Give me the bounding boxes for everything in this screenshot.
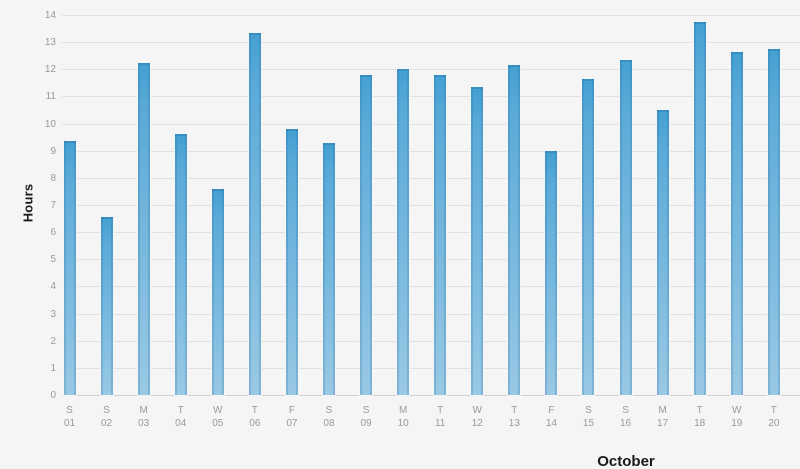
y-tick-label: 13	[44, 37, 56, 49]
gridline	[62, 42, 800, 44]
x-tick-weekday: F	[288, 405, 295, 416]
x-tick-day: 02	[101, 418, 113, 429]
gridline	[62, 340, 800, 342]
x-tick-weekday: W	[213, 405, 223, 416]
x-tick-day: 16	[619, 418, 632, 429]
gridline	[62, 123, 800, 125]
gridline	[62, 15, 800, 16]
x-tick-weekday: M	[398, 405, 408, 416]
x-tick-weekday: T	[437, 405, 444, 416]
x-tick-day: 19	[731, 418, 743, 429]
bar-oct-08	[322, 142, 335, 395]
bar-oct-16	[619, 59, 632, 395]
x-tick-weekday: M	[658, 405, 667, 416]
gridline	[62, 205, 800, 206]
x-tick-day: 09	[360, 418, 372, 429]
gridline	[62, 259, 800, 261]
y-tick-label: 2	[50, 335, 56, 347]
x-tick-weekday: T	[511, 405, 518, 416]
y-tick-label: 9	[50, 145, 56, 157]
x-tick-day: 13	[508, 418, 520, 429]
y-tick-label: 11	[45, 91, 56, 103]
bar-oct-17	[656, 110, 669, 395]
plot-area	[62, 15, 800, 396]
y-tick-label: 14	[44, 10, 56, 21]
x-tick-day: 01	[63, 418, 76, 429]
x-tick-day: 15	[582, 418, 595, 429]
y-tick-label: 10	[44, 118, 56, 130]
x-tick-day: 18	[694, 418, 706, 429]
bar-oct-06	[248, 32, 261, 395]
bar-oct-02	[100, 217, 113, 395]
y-tick-label: 6	[50, 227, 56, 239]
x-tick-weekday: S	[325, 405, 333, 416]
x-axis-title: October	[597, 453, 655, 469]
bar-oct-09	[360, 74, 373, 395]
x-axis-tick-labels: S 01 S 02 M 03 T 04 W 05 T 06 F 07 S 08 S 09 M 10 T 11 W 12 T 13 F…	[62, 395, 800, 440]
x-tick-weekday: S	[66, 405, 73, 416]
bar-oct-10	[397, 69, 410, 395]
x-tick-day: 05	[212, 418, 224, 429]
bar-oct-04	[174, 134, 187, 395]
x-tick-day: 08	[323, 418, 335, 429]
bar-oct-05	[211, 188, 224, 395]
x-tick-weekday: S	[362, 405, 370, 416]
x-tick-day: 14	[545, 418, 557, 429]
x-tick-weekday: T	[696, 405, 703, 416]
y-tick-label: 8	[50, 172, 56, 184]
x-tick-weekday: S	[622, 405, 629, 416]
x-tick-weekday: W	[472, 405, 482, 416]
y-axis-tick-labels: 0 1 2 3 4 5 6 7 8 9 10 11 12 13 14	[0, 10, 56, 401]
y-tick-label: 7	[50, 200, 56, 211]
bar-oct-19	[730, 51, 743, 395]
gridline	[62, 313, 800, 315]
gridline	[62, 96, 800, 98]
bar-oct-15	[582, 78, 595, 395]
x-tick-weekday: F	[548, 405, 555, 416]
x-tick-weekday: W	[732, 405, 742, 416]
gridline	[62, 69, 800, 71]
x-tick-weekday: T	[251, 405, 258, 416]
bar-oct-20	[767, 48, 780, 395]
x-tick-weekday: T	[770, 405, 777, 416]
gridline	[62, 367, 800, 369]
x-tick-weekday: S	[103, 405, 110, 416]
bar-oct-12	[471, 86, 484, 395]
bar-oct-14	[545, 150, 558, 395]
y-tick-label: 12	[44, 64, 56, 76]
bar-oct-07	[285, 129, 298, 395]
bar-oct-13	[508, 65, 521, 395]
x-tick-day: 04	[175, 418, 187, 429]
x-tick-weekday: M	[139, 405, 148, 416]
x-tick-day: 17	[657, 418, 669, 429]
bar-oct-03	[137, 62, 150, 395]
bar-oct-11	[434, 74, 447, 395]
y-tick-label: 0	[50, 390, 56, 401]
x-tick-day: 10	[397, 418, 409, 429]
y-tick-label: 4	[50, 281, 56, 293]
gridline	[62, 177, 800, 179]
x-tick-weekday: S	[585, 405, 592, 416]
x-tick-day: 03	[138, 418, 150, 429]
bar-oct-18	[693, 21, 706, 395]
gridline	[62, 232, 800, 234]
x-tick-weekday: T	[177, 405, 184, 416]
x-tick-day: 12	[471, 418, 483, 429]
bar-oct-01	[63, 141, 76, 395]
x-tick-day: 20	[768, 418, 780, 429]
gridline	[62, 286, 800, 288]
x-tick-day: 07	[286, 418, 298, 429]
gridline	[62, 150, 800, 152]
y-tick-label: 1	[50, 362, 56, 374]
y-tick-label: 5	[50, 254, 56, 266]
x-axis-line	[62, 395, 800, 396]
x-tick-day: 11	[434, 418, 446, 429]
x-tick-day: 06	[249, 418, 261, 429]
y-tick-label: 3	[50, 308, 56, 320]
